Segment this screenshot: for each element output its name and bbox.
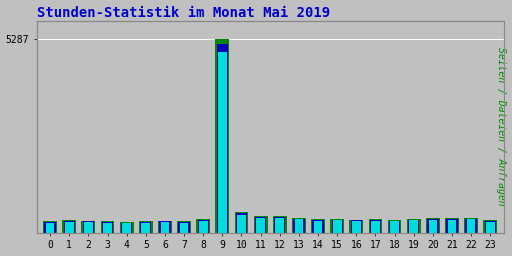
Bar — [486, 222, 495, 233]
Bar — [255, 217, 266, 233]
Bar — [388, 220, 401, 233]
Bar — [370, 220, 381, 233]
Bar — [62, 220, 76, 233]
Text: Stunden-Statistik im Monat Mai 2019: Stunden-Statistik im Monat Mai 2019 — [37, 6, 330, 19]
Bar — [485, 221, 496, 233]
Bar — [159, 221, 170, 233]
Bar — [198, 220, 209, 233]
Bar — [199, 221, 207, 233]
Bar — [103, 223, 112, 233]
Bar — [445, 218, 459, 233]
Bar — [292, 218, 306, 233]
Bar — [236, 214, 247, 233]
Bar — [408, 220, 419, 233]
Bar — [371, 221, 380, 233]
Bar — [234, 212, 248, 233]
Bar — [46, 223, 54, 233]
Bar — [196, 219, 210, 233]
Bar — [257, 218, 265, 233]
Bar — [294, 219, 303, 233]
Bar — [43, 221, 57, 233]
Bar — [177, 221, 191, 233]
Bar — [178, 222, 190, 233]
Bar — [426, 218, 440, 233]
Bar — [467, 219, 476, 233]
Bar — [446, 219, 458, 233]
Bar — [273, 216, 287, 233]
Bar — [410, 220, 418, 233]
Bar — [122, 223, 131, 233]
Bar — [333, 220, 342, 233]
Bar — [65, 222, 74, 233]
Bar — [102, 222, 113, 233]
Bar — [314, 221, 323, 233]
Bar — [121, 222, 132, 233]
Bar — [427, 219, 438, 233]
Bar — [331, 220, 343, 233]
Bar — [237, 215, 246, 233]
Bar — [293, 219, 305, 233]
Bar — [84, 222, 93, 233]
Bar — [81, 221, 95, 233]
Y-axis label: Seiten / Dateien / Anfragen: Seiten / Dateien / Anfragen — [497, 47, 506, 206]
Bar — [407, 219, 420, 233]
Bar — [351, 220, 362, 233]
Bar — [218, 52, 227, 233]
Bar — [369, 219, 382, 233]
Bar — [275, 218, 284, 233]
Bar — [389, 221, 400, 233]
Bar — [139, 221, 153, 233]
Bar — [83, 221, 94, 233]
Bar — [349, 220, 363, 233]
Bar — [465, 219, 477, 233]
Bar — [312, 220, 324, 233]
Bar — [101, 221, 114, 233]
Bar — [274, 217, 285, 233]
Bar — [330, 219, 344, 233]
Bar — [464, 218, 478, 233]
Bar — [141, 222, 150, 233]
Bar — [180, 222, 188, 233]
Bar — [429, 220, 437, 233]
Bar — [161, 222, 169, 233]
Bar — [390, 221, 399, 233]
Bar — [254, 216, 267, 233]
Bar — [216, 39, 229, 233]
Bar — [158, 221, 172, 233]
Bar — [352, 221, 360, 233]
Bar — [447, 220, 456, 233]
Bar — [311, 219, 325, 233]
Bar — [483, 220, 497, 233]
Bar — [45, 222, 56, 233]
Bar — [217, 45, 228, 233]
Bar — [63, 221, 75, 233]
Bar — [120, 222, 134, 233]
Bar — [140, 222, 152, 233]
